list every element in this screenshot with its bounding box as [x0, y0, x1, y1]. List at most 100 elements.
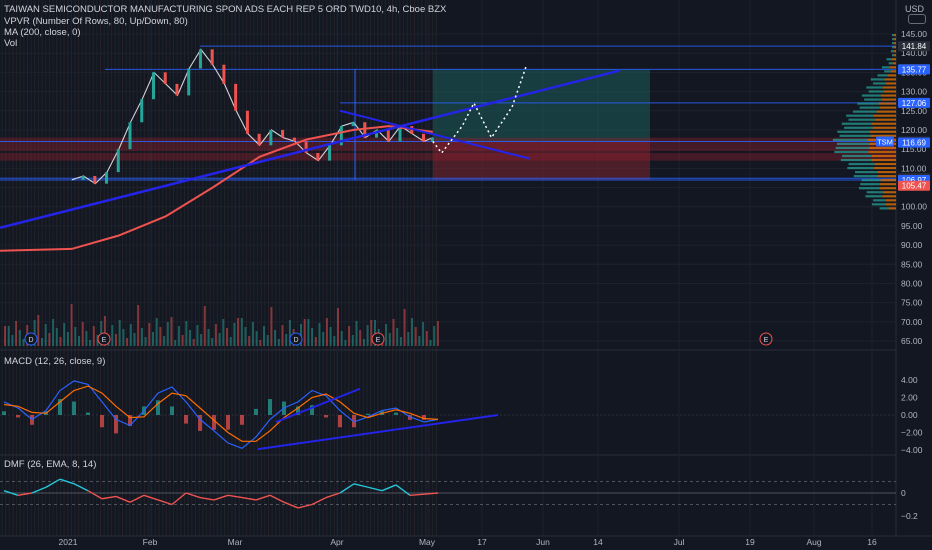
indicator-ma-label[interactable]: MA (200, close, 0) — [4, 27, 81, 38]
event-marker: D — [293, 337, 298, 344]
volume-bar — [33, 320, 36, 346]
volume-bar — [322, 332, 325, 346]
vpvr-bar — [864, 98, 882, 101]
vpvr-bar — [861, 94, 881, 97]
price-tick-label: 85.00 — [901, 259, 923, 269]
volume-bar — [422, 322, 425, 346]
vpvr-bar — [881, 66, 890, 69]
volume-bar — [385, 324, 388, 346]
macd-histogram-bar — [310, 405, 314, 415]
macd-histogram-bar — [212, 415, 216, 430]
volume-bar — [214, 324, 217, 346]
macd-histogram-bar — [170, 406, 174, 415]
volume-bar — [259, 340, 262, 346]
candle — [339, 126, 343, 146]
vpvr-bar — [868, 90, 884, 93]
macd-trendline — [257, 414, 499, 451]
dmf-line-segment — [241, 496, 257, 501]
volume-bar — [144, 337, 147, 346]
vpvr-bar — [877, 170, 896, 174]
price-tick-label: 65.00 — [901, 336, 923, 346]
vpvr-bar — [871, 122, 896, 125]
vpvr-bar — [885, 199, 896, 202]
time-tick-label: 17 — [477, 537, 487, 547]
vpvr-bar — [876, 175, 896, 178]
vpvr-bar — [869, 130, 896, 133]
dmf-line-segment — [423, 492, 439, 495]
volume-bar — [181, 335, 184, 346]
macd-pane-label[interactable]: MACD (12, 26, close, 9) — [4, 356, 106, 367]
event-marker-icon — [759, 332, 773, 346]
vpvr-bar — [848, 162, 875, 166]
volume-bar — [248, 336, 251, 346]
vpvr-bar — [874, 118, 896, 121]
price-tick-label: 120.00 — [901, 125, 927, 135]
chart-title: TAIWAN SEMICONDUCTOR MANUFACTURING SPON … — [4, 4, 447, 15]
macd-histogram-bar — [16, 415, 20, 418]
vpvr-bar — [894, 42, 896, 45]
candle — [163, 72, 167, 84]
volume-bar — [229, 337, 232, 346]
macd-signal-line — [3, 385, 439, 442]
volume-bar — [44, 324, 47, 346]
volume-bar — [237, 318, 240, 346]
currency-badge-icon[interactable] — [908, 14, 926, 24]
volume-bar — [118, 320, 121, 346]
volume-bar — [436, 321, 439, 346]
vpvr-bar — [883, 90, 896, 93]
volume-bar — [70, 304, 73, 346]
volume-bar — [399, 337, 402, 346]
vpvr-bar — [847, 166, 875, 170]
dmf-line-segment — [213, 494, 229, 501]
dmf-pane-label[interactable]: DMF (26, EMA, 8, 14) — [4, 459, 97, 470]
vpvr-bar — [870, 134, 896, 137]
dmf-line-segment — [325, 492, 341, 499]
vpvr-bar — [876, 110, 896, 113]
dmf-line-segment — [129, 494, 145, 503]
volume-bar — [392, 319, 395, 346]
indicator-vol-label[interactable]: Vol — [4, 38, 18, 49]
price-label: 127.06 — [902, 99, 927, 108]
macd-histogram-bar — [324, 415, 328, 418]
candle — [430, 137, 434, 142]
dmf-line-segment — [157, 499, 173, 506]
volume-bar — [433, 326, 436, 346]
candle — [292, 137, 296, 142]
volume-bar — [218, 333, 221, 346]
volume-bar — [74, 327, 77, 346]
price-tick-label: 80.00 — [901, 278, 923, 288]
vpvr-bar — [879, 183, 896, 186]
volume-bar — [140, 328, 143, 346]
price-label-bg — [898, 137, 930, 148]
volume-bar — [129, 324, 132, 346]
price-label-bg — [898, 180, 930, 191]
volume-bar — [63, 323, 66, 346]
volume-bar — [189, 330, 191, 346]
volume-bar — [222, 319, 225, 346]
volume-bar — [255, 331, 258, 346]
vpvr-bar — [894, 54, 896, 57]
candle — [304, 141, 308, 153]
volume-bar — [66, 332, 69, 346]
dmf-line-segment — [31, 486, 47, 494]
indicator-vpvr-label[interactable]: VPVR (Number Of Rows, 80, Up/Down, 80) — [4, 16, 188, 27]
event-marker: E — [764, 337, 769, 344]
vpvr-bar — [888, 207, 896, 210]
volume-bar — [92, 326, 95, 346]
price-label-bg — [898, 41, 930, 52]
volume-bar — [41, 338, 43, 346]
volume-bar — [159, 327, 162, 346]
vpvr-bar — [858, 187, 880, 190]
macd-histogram-bar — [296, 406, 300, 415]
dmf-line-segment — [297, 503, 313, 509]
dmf-line-segment — [3, 490, 19, 496]
vpvr-bar — [844, 126, 873, 129]
time-tick-label: 14 — [593, 537, 603, 547]
volume-bar — [388, 333, 391, 346]
volume-bar — [18, 330, 21, 346]
price-label: 141.84 — [902, 42, 927, 51]
vpvr-bar — [873, 199, 886, 202]
dmf-line-segment — [269, 494, 285, 503]
candle — [210, 49, 214, 65]
